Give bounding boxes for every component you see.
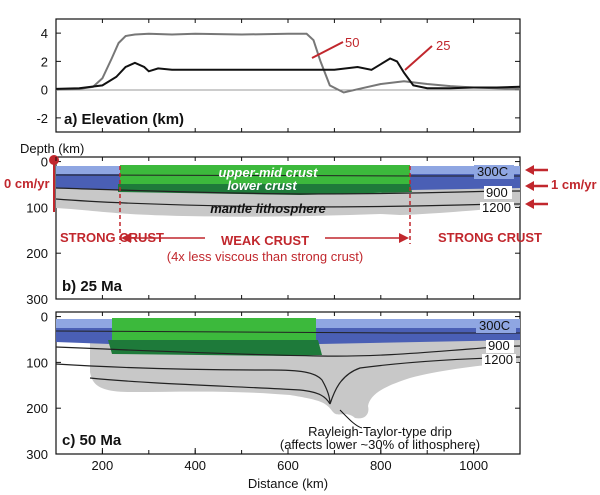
panel-b-label: b) 25 Ma [62,278,123,295]
depth-tick-label: 300 [26,447,48,462]
lower-crust-label: lower crust [227,178,297,193]
weak-crust-arrow-right-head [399,233,409,243]
lower-crust-layer-c [108,340,322,356]
weak-crust-label: WEAK CRUST [221,233,309,248]
panel-a: -2 0 2 4 50 25 a) Elevation (km) [36,18,521,133]
panel-a-y-ticks: -2 0 2 4 [36,26,520,126]
x-tick-label: 400 [184,458,206,473]
y-tick-label: 4 [41,26,48,41]
strong-crust-right-label: STRONG CRUST [438,230,542,245]
isotherm-900 [55,187,521,195]
series-label-50: 50 [345,35,359,50]
depth-tick-label: 200 [26,246,48,261]
drip-annotation-note: (affects lower ~30% of lithosphere) [280,437,480,452]
isotherm-1200-tag-bg [480,202,514,215]
label-pointer-25 [404,45,433,71]
series-label-25: 25 [436,38,450,53]
x-tick-label: 1000 [459,458,488,473]
panel-b: Depth (km) 0 100 200 300 upper-mid crust lo… [4,141,597,307]
drip-pointer [339,409,363,429]
series-line-25 [55,57,521,90]
right-velocity-arrow-1-head [525,165,534,175]
isotherm-300c-tag-bg [474,165,514,179]
panel-a-frame [55,18,521,133]
weak-crust-note: (4x less viscous than strong crust) [167,249,364,264]
mantle-lithosphere-label: mantle lithosphere [210,201,326,216]
x-tick-label: 600 [277,458,299,473]
isotherm-900-label: 900 [486,185,508,200]
panel-c-x-ticks: 200 400 600 800 1000 [55,19,521,473]
isotherm-900-tag-bg [484,186,512,199]
weak-crust-arrow-left-head [121,233,131,243]
upper-mid-crust-label: upper-mid crust [219,165,319,180]
y-tick-label: 0 [41,83,48,98]
weak-crust-label-bg [205,229,325,247]
panel-b-y-ticks: 0 100 200 300 [26,155,520,307]
depth-tick-label: 100 [26,355,48,370]
isotherm-1200 [55,198,521,208]
label-pointer-50 [311,41,344,59]
panel-c-label: c) 50 Ma [62,432,122,449]
right-velocity-label: 1 cm/yr [551,177,597,192]
strong-crust-left-text: STRONG CRUST [60,230,164,245]
isotherm-900-c [55,345,521,357]
x-axis-title: Distance (km) [248,476,328,491]
crust-strong-light-layer [56,166,520,174]
drip-annotation: Rayleigh-Taylor-type drip [308,424,452,439]
isotherm-900-tag-bg-c [486,340,514,353]
depth-tick-label: 0 [41,310,48,325]
y-tick-label: -2 [36,111,48,126]
isotherm-900-label-c: 900 [488,338,510,353]
isotherm-drip-c [89,377,331,405]
depth-tick-label: 300 [26,292,48,307]
depth-tick-label: 0 [41,155,48,170]
isotherm-1200-label: 1200 [482,200,511,215]
strong-crust-left-label: STRONG CRUST [60,230,164,245]
isotherm-1200-label-c: 1200 [484,352,513,367]
isotherm-1200-tag-bg-c [482,354,516,367]
depth-tick-label: 200 [26,401,48,416]
x-tick-label: 200 [92,458,114,473]
x-tick-label: 800 [370,458,392,473]
crust-strong-light-layer-c [56,319,520,328]
strong-crust-right-text: STRONG CRUST [438,230,542,245]
panel-c-y-ticks: 0 100 200 300 [26,310,520,462]
left-velocity-label: 0 cm/yr [4,176,50,191]
upper-mid-crust-layer [120,165,410,184]
panel-a-label: a) Elevation (km) [64,111,184,128]
isotherm-300c-label: 300C [477,164,508,179]
y-tick-label: 2 [41,54,48,69]
series-line-50 [55,32,521,94]
isotherm-1200-c [55,356,521,405]
right-velocity-arrow-3-head [525,199,534,209]
depth-tick-label: 100 [26,200,48,215]
depth-axis-title: Depth (km) [20,141,84,156]
isotherm-300c-tag-bg-c [476,319,516,333]
right-velocity-arrow-2-head [525,181,534,191]
isotherm-300c-label-c: 300C [479,318,510,333]
